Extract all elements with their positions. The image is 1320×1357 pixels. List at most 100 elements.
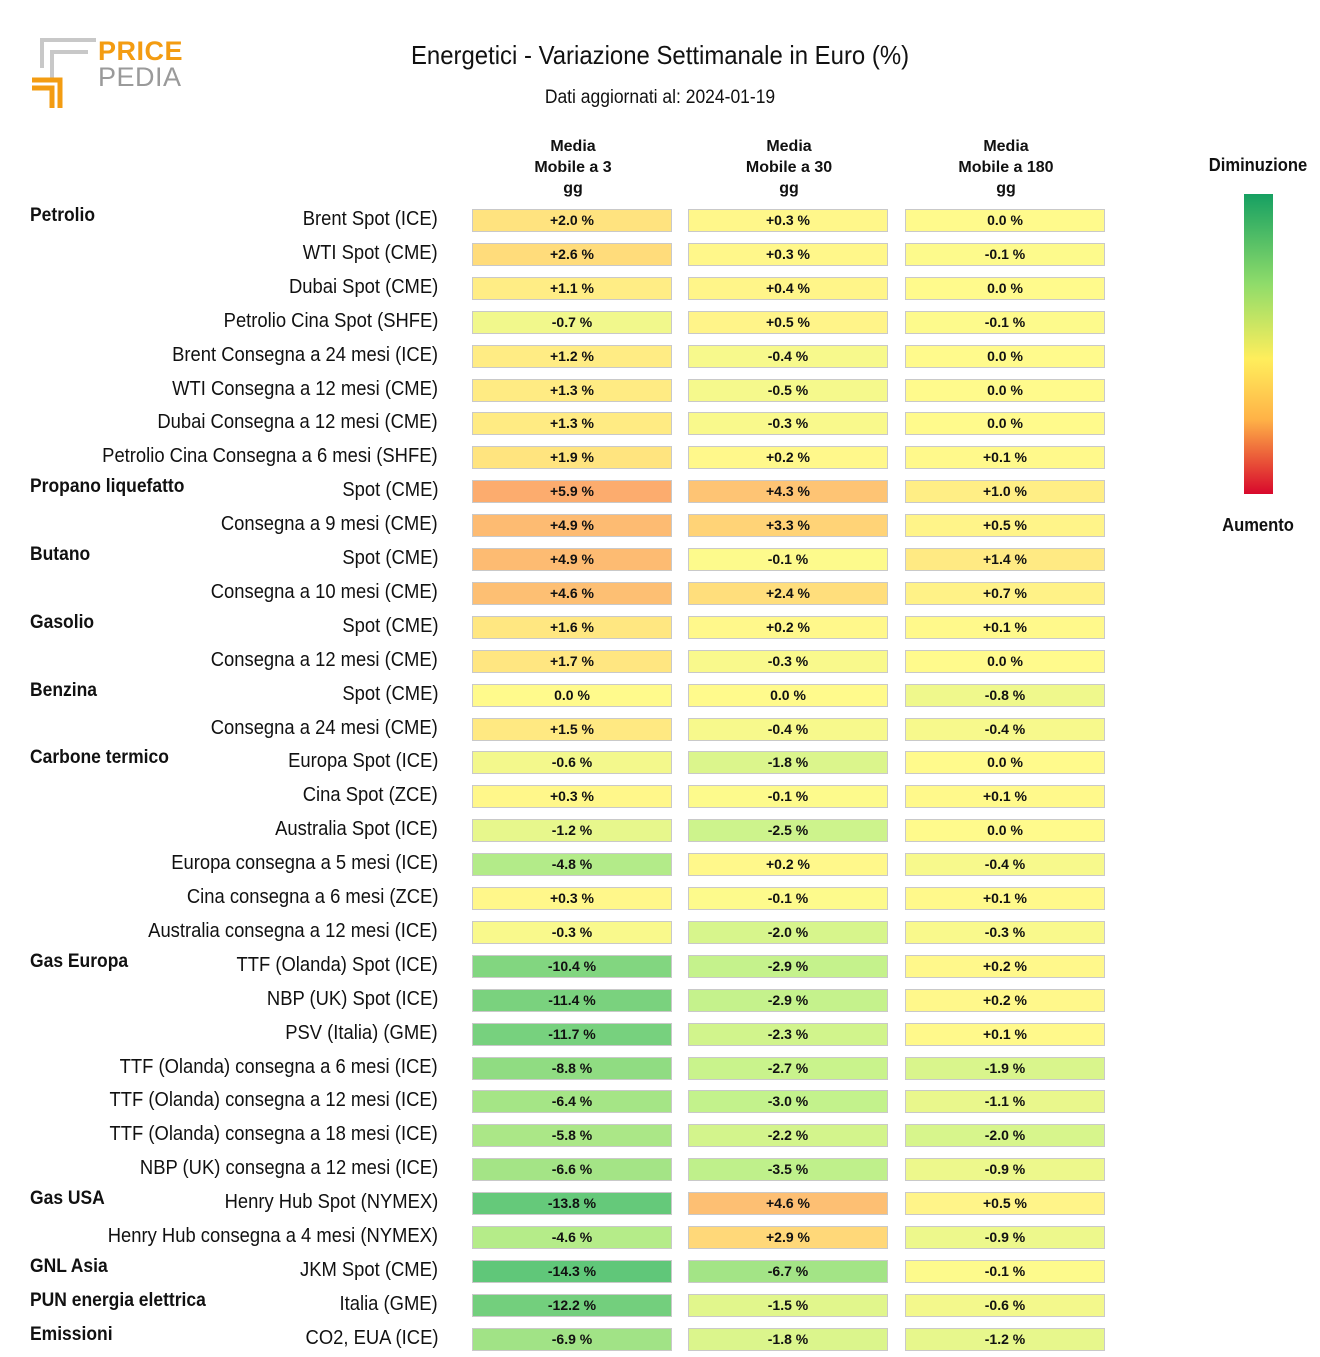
column-header-3gg: Media Mobile a 3 gg: [472, 136, 674, 199]
row-label: TTF (Olanda) consegna a 18 mesi (ICE): [109, 1123, 438, 1146]
heatmap-cell: -1.8 %: [688, 1327, 888, 1351]
row-label: Cina Spot (ZCE): [303, 784, 438, 807]
heatmap-cell: -1.2 %: [905, 1327, 1105, 1351]
heatmap-cell: +1.4 %: [905, 548, 1105, 571]
legend-color-bar: [1244, 194, 1273, 494]
heatmap-cell: +0.1 %: [905, 785, 1105, 809]
heatmap-cell: -5.8 %: [472, 1124, 672, 1148]
heatmap-cell: -1.5 %: [688, 1293, 888, 1317]
heatmap-cell: -12.2 %: [472, 1293, 672, 1317]
heatmap-cell: +0.5 %: [905, 514, 1105, 538]
heatmap-cell: -0.4 %: [688, 344, 888, 368]
heatmap-cell: +0.1 %: [905, 887, 1105, 910]
heatmap-cell: -1.2 %: [472, 819, 672, 843]
heatmap-cell: 0.0 %: [688, 683, 888, 707]
heatmap-cell: +0.2 %: [688, 853, 888, 877]
heatmap-cell: -6.4 %: [472, 1090, 672, 1114]
column-header-line: gg: [779, 180, 799, 197]
heatmap-cell: +2.4 %: [688, 581, 888, 605]
heatmap-cell: 0.0 %: [905, 819, 1105, 843]
column-header-line: Media: [550, 138, 596, 155]
heatmap-cell: -4.6 %: [472, 1226, 672, 1249]
row-label: Consegna a 9 mesi (CME): [221, 513, 438, 536]
column-header-line: gg: [996, 180, 1016, 197]
heatmap-cell: 0.0 %: [905, 344, 1105, 368]
row-label: Brent Consegna a 24 mesi (ICE): [172, 343, 438, 366]
heatmap-cell: -0.1 %: [905, 1259, 1105, 1283]
heatmap-cell: -10.4 %: [472, 954, 672, 978]
heatmap-cell: +5.9 %: [472, 480, 672, 504]
heatmap-cell: -2.7 %: [688, 1056, 888, 1080]
heatmap-cell: -2.9 %: [688, 988, 888, 1012]
row-label: Consegna a 24 mesi (CME): [210, 716, 438, 739]
category-label: Benzina: [30, 679, 98, 701]
heatmap-cell: -2.5 %: [688, 819, 888, 843]
heatmap-cell: 0.0 %: [905, 649, 1105, 673]
heatmap-cell: -0.1 %: [905, 310, 1105, 334]
row-label: TTF (Olanda) Spot (ICE): [236, 953, 438, 976]
heatmap-cell: -13.8 %: [472, 1192, 672, 1216]
heatmap-cell: +1.5 %: [472, 717, 672, 741]
row-label: Italia (GME): [339, 1292, 438, 1315]
heatmap-cell: +2.9 %: [688, 1226, 888, 1249]
row-label: WTI Spot (CME): [303, 241, 438, 264]
category-label: Propano liquefatto: [30, 476, 185, 498]
row-label: Europa Spot (ICE): [287, 750, 438, 773]
heatmap-cell: +0.1 %: [905, 446, 1105, 470]
row-label: Henry Hub Spot (NYMEX): [224, 1191, 438, 1214]
row-label: Petrolio Cina Spot (SHFE): [223, 309, 438, 332]
heatmap-cell: -14.3 %: [472, 1259, 672, 1283]
heatmap-cell: +1.3 %: [472, 378, 672, 402]
category-label: Emissioni: [30, 1323, 113, 1345]
heatmap-cell: +0.2 %: [688, 446, 888, 470]
column-header-line: Media: [983, 138, 1029, 155]
heatmap-cell: -0.4 %: [688, 717, 888, 741]
heatmap-cell: -3.5 %: [688, 1158, 888, 1182]
heatmap-cell: +1.1 %: [472, 276, 672, 300]
row-label: Spot (CME): [341, 682, 438, 705]
column-header-line: gg: [563, 180, 583, 197]
heatmap-cell: +0.3 %: [688, 242, 888, 266]
category-label: Carbone termico: [30, 747, 169, 769]
heatmap-cell: +0.4 %: [688, 276, 888, 300]
row-label: Brent Spot (ICE): [303, 208, 438, 230]
heatmap-cell: -1.8 %: [688, 751, 888, 775]
heatmap-cell: 0.0 %: [905, 209, 1105, 232]
heatmap-cell: -2.3 %: [688, 1022, 888, 1046]
category-label: Gas Europa: [30, 950, 129, 972]
column-header-line: Mobile a 30: [745, 159, 833, 176]
column-header-line: Mobile a 180: [958, 159, 1054, 176]
heatmap-cell: -0.9 %: [905, 1158, 1105, 1182]
heatmap-cell: -0.6 %: [905, 1293, 1105, 1317]
chart-subtitle: Dati aggiornati al: 2024-01-19: [544, 87, 776, 108]
logo-pedia-text: PEDIA: [98, 62, 182, 92]
heatmap-cell: +0.2 %: [905, 988, 1105, 1012]
heatmap-cell: +2.0 %: [472, 209, 672, 232]
heatmap-cell: +0.2 %: [688, 615, 888, 639]
heatmap-cell: -0.3 %: [688, 649, 888, 673]
category-label: PUN energia elettrica: [30, 1289, 206, 1311]
heatmap-cell: +1.6 %: [472, 615, 672, 639]
heatmap-cell: +0.1 %: [905, 1022, 1105, 1046]
pricepedia-logo: PRICE PEDIA: [30, 38, 190, 110]
category-label: GNL Asia: [30, 1255, 108, 1277]
heatmap-cell: +0.3 %: [688, 209, 888, 232]
heatmap-cell: +0.7 %: [905, 581, 1105, 605]
row-label: CO2, EUA (ICE): [305, 1326, 438, 1349]
category-label: Butano: [30, 544, 91, 565]
heatmap-cell: -1.1 %: [905, 1090, 1105, 1114]
logo-mark-icon: [32, 38, 96, 108]
row-label: TTF (Olanda) consegna a 6 mesi (ICE): [119, 1055, 438, 1078]
row-label: Spot (CME): [341, 614, 438, 637]
heatmap-cell: -0.3 %: [905, 920, 1105, 944]
heatmap-cell: -0.1 %: [688, 785, 888, 809]
column-header-30gg: Media Mobile a 30 gg: [688, 136, 890, 199]
row-label: Spot (CME): [341, 479, 438, 502]
heatmap-cell: 0.0 %: [905, 751, 1105, 775]
heatmap-cell: -0.5 %: [688, 378, 888, 402]
heatmap-cell: +0.3 %: [472, 785, 672, 809]
heatmap-cell: -0.8 %: [905, 683, 1105, 707]
heatmap-cell: -2.0 %: [905, 1124, 1105, 1148]
heatmap-cell: +4.6 %: [472, 581, 672, 605]
heatmap-cell: -0.7 %: [472, 310, 672, 334]
